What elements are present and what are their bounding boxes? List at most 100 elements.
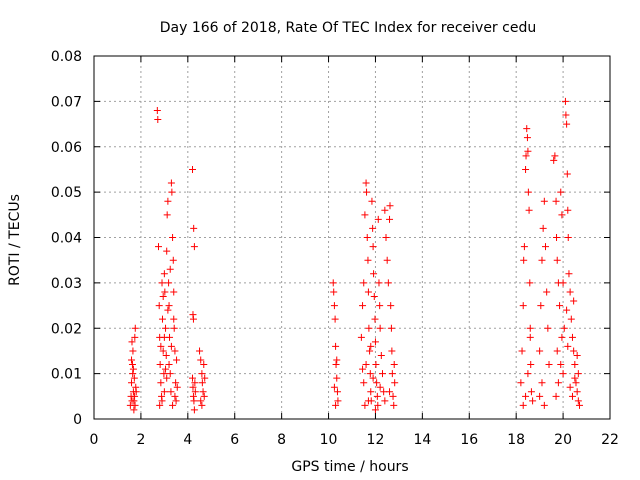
data-point — [542, 243, 549, 251]
data-point — [522, 165, 530, 173]
data-point — [545, 361, 553, 369]
data-point — [517, 379, 525, 387]
data-point — [170, 315, 178, 323]
data-point — [156, 361, 164, 369]
data-point — [359, 302, 367, 310]
data-point — [391, 379, 399, 387]
data-point — [571, 361, 579, 369]
data-point — [520, 256, 528, 264]
data-point — [372, 361, 380, 369]
data-point — [170, 324, 178, 332]
data-point — [564, 342, 572, 350]
data-point — [381, 397, 389, 405]
data-point — [164, 197, 172, 205]
data-point — [157, 342, 165, 350]
data-point — [526, 324, 534, 332]
data-point — [566, 383, 574, 391]
data-point — [173, 356, 181, 364]
x-tick-label: 0 — [90, 432, 99, 448]
data-point — [536, 347, 544, 355]
data-point — [330, 288, 338, 296]
data-point — [129, 370, 137, 378]
data-point — [365, 324, 373, 332]
data-point — [200, 361, 208, 369]
data-points — [126, 97, 584, 414]
data-point — [386, 202, 394, 210]
data-point — [537, 302, 545, 310]
data-point — [159, 347, 167, 355]
data-point — [563, 170, 571, 178]
data-point — [371, 338, 379, 346]
data-point — [544, 324, 552, 332]
data-point — [191, 379, 199, 387]
data-point — [558, 211, 566, 219]
data-point — [373, 392, 381, 400]
y-tick-label: 0.08 — [51, 49, 82, 65]
data-point — [155, 243, 162, 251]
data-point — [376, 383, 384, 391]
data-point — [574, 397, 582, 405]
data-point — [527, 388, 535, 396]
data-point — [130, 374, 138, 382]
data-point — [199, 388, 207, 396]
data-point — [189, 165, 197, 173]
data-point — [529, 397, 537, 405]
data-point — [171, 347, 179, 355]
data-point — [364, 288, 372, 296]
data-point — [375, 279, 383, 287]
data-point — [131, 333, 139, 341]
data-point — [553, 347, 561, 355]
data-point — [568, 392, 576, 400]
data-point — [172, 379, 180, 387]
data-point — [540, 197, 548, 205]
data-point — [564, 206, 572, 214]
data-point — [172, 397, 180, 405]
data-point — [523, 125, 531, 133]
data-point — [361, 211, 369, 219]
data-point — [552, 197, 560, 205]
data-point — [359, 365, 367, 373]
data-point — [190, 243, 198, 251]
data-point — [168, 188, 176, 196]
y-tick-label: 0.04 — [51, 231, 82, 247]
data-point — [390, 401, 398, 409]
x-tick-label: 18 — [507, 432, 525, 448]
chart-title: Day 166 of 2018, Rate Of TEC Index for r… — [160, 20, 536, 36]
data-point — [376, 324, 384, 332]
data-point — [543, 288, 551, 296]
data-point — [191, 388, 199, 396]
data-point — [163, 247, 171, 255]
data-point — [158, 315, 166, 323]
data-point — [388, 347, 396, 355]
x-tick-label: 12 — [367, 432, 385, 448]
data-point — [366, 347, 374, 355]
data-point — [527, 361, 535, 369]
data-point — [567, 315, 575, 323]
data-point — [553, 234, 561, 241]
data-point — [189, 315, 197, 323]
data-point — [169, 401, 177, 409]
data-point — [158, 397, 166, 405]
data-point — [363, 234, 371, 241]
data-point — [560, 324, 568, 332]
data-point — [167, 388, 175, 396]
y-tick-label: 0.05 — [51, 185, 82, 201]
data-point — [167, 179, 175, 187]
data-point — [128, 379, 136, 387]
data-point — [364, 397, 372, 405]
data-point — [329, 279, 337, 287]
data-point — [518, 347, 526, 355]
data-point — [153, 106, 161, 114]
data-point — [190, 224, 198, 232]
data-point — [561, 97, 569, 105]
data-point — [197, 397, 205, 405]
grid — [94, 56, 610, 419]
data-point — [573, 351, 581, 359]
data-point — [156, 401, 164, 409]
data-point — [519, 401, 527, 409]
data-point — [557, 361, 565, 369]
data-point — [553, 256, 561, 264]
axis-ticks: 0 2 4 6 8 10 12 14 16 18 20 22 0 0.01 0.02 0.03 0.04 0.05… — [51, 49, 619, 448]
data-point — [380, 388, 388, 396]
